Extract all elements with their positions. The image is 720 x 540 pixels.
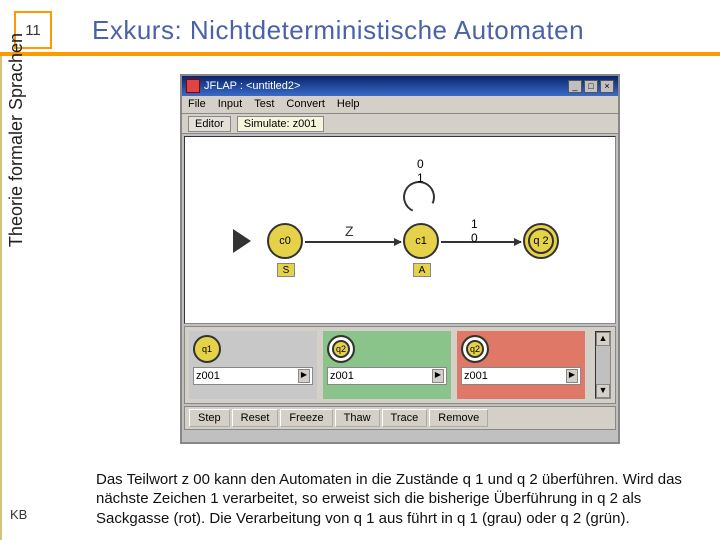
menu-file[interactable]: File: [188, 98, 206, 111]
sim-tape-0: z001▶: [193, 367, 313, 385]
freeze-button[interactable]: Freeze: [280, 409, 332, 427]
state-q0[interactable]: c0: [267, 223, 303, 259]
sim-col-0[interactable]: q1 z001▶: [189, 331, 317, 399]
remove-button[interactable]: Remove: [429, 409, 488, 427]
sim-col-2[interactable]: q2 z001▶: [457, 331, 585, 399]
edge-q1-q2: [441, 241, 521, 243]
minimize-button[interactable]: _: [568, 80, 582, 93]
kb-label: KB: [10, 507, 27, 522]
state-q1[interactable]: c1: [403, 223, 439, 259]
sim-state-0: q1: [193, 335, 221, 363]
sim-state-2: q2: [461, 335, 489, 363]
toolbar: Editor Simulate: z001: [182, 114, 618, 134]
title-underline: [0, 52, 720, 56]
edge-label-z: Z: [345, 223, 354, 239]
sim-tape-1: z001▶: [327, 367, 447, 385]
menubar: File Input Test Convert Help: [182, 96, 618, 114]
left-rule: [0, 56, 2, 540]
menu-test[interactable]: Test: [254, 98, 274, 111]
reset-button[interactable]: Reset: [232, 409, 279, 427]
jflap-window: JFLAP : <untitled2> _ □ × File Input Tes…: [180, 74, 620, 444]
window-titlebar[interactable]: JFLAP : <untitled2> _ □ ×: [182, 76, 618, 96]
app-icon: [186, 79, 200, 93]
maximize-button[interactable]: □: [584, 80, 598, 93]
sim-col-1[interactable]: q2 z001▶: [323, 331, 451, 399]
edge-label-1b: 1: [471, 217, 478, 231]
sim-state-1: q2: [327, 335, 355, 363]
menu-convert[interactable]: Convert: [286, 98, 325, 111]
tag-s: S: [277, 263, 295, 277]
edge-label-0b: 0: [471, 231, 478, 245]
slide-number: 11: [25, 22, 41, 39]
simulation-row: q1 z001▶ q2 z001▶ q2 z001▶ ▲▼: [184, 326, 616, 404]
sim-scrollbar[interactable]: ▲▼: [595, 331, 611, 399]
close-button[interactable]: ×: [600, 80, 614, 93]
slide-header: 11 Exkurs: Nichtdeterministische Automat…: [0, 8, 720, 52]
thaw-button[interactable]: Thaw: [335, 409, 380, 427]
loop-label-0: 0: [417, 157, 424, 171]
sim-tape-2: z001▶: [461, 367, 581, 385]
loop-label-1: 1: [417, 171, 424, 185]
edge-q0-q1: [305, 241, 401, 243]
step-button[interactable]: Step: [189, 409, 230, 427]
slide-title: Exkurs: Nichtdeterministische Automaten: [52, 15, 720, 46]
window-title: JFLAP : <untitled2>: [204, 80, 300, 92]
slide-body-text: Das Teilwort z 00 kann den Automaten in …: [96, 470, 700, 529]
state-q2[interactable]: q 2: [523, 223, 559, 259]
automaton-canvas[interactable]: c0 S c1 A q 2 Z 1 0 0 1: [184, 136, 616, 324]
menu-help[interactable]: Help: [337, 98, 360, 111]
trace-button[interactable]: Trace: [382, 409, 428, 427]
editor-button[interactable]: Editor: [188, 116, 231, 132]
tag-a: A: [413, 263, 431, 277]
side-label: Theorie formaler Sprachen: [6, 0, 27, 280]
menu-input[interactable]: Input: [218, 98, 242, 111]
window-controls: _ □ ×: [568, 80, 614, 93]
sim-buttons: Step Reset Freeze Thaw Trace Remove: [184, 406, 616, 430]
simulate-label: Simulate: z001: [237, 116, 324, 132]
